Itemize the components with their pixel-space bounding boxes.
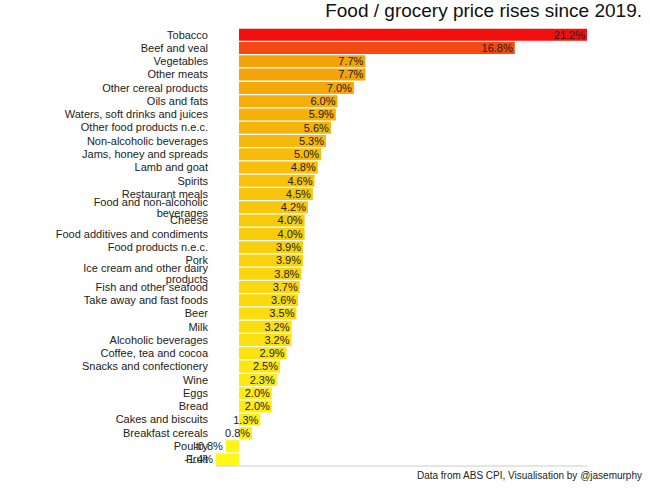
svg-text:2.0%: 2.0% [245,400,270,412]
svg-text:3.8%: 3.8% [274,268,299,280]
svg-text:16.8%: 16.8% [482,42,513,54]
svg-text:5.9%: 5.9% [309,108,334,120]
svg-text:3.9%: 3.9% [276,241,301,253]
svg-text:Spirits: Spirits [177,175,208,187]
svg-text:Jams, honey and spreads: Jams, honey and spreads [82,148,208,160]
svg-text:3.2%: 3.2% [264,321,289,333]
svg-text:3.7%: 3.7% [273,281,298,293]
svg-text:7.0%: 7.0% [327,82,352,94]
svg-text:-1.4%: -1.4% [184,453,213,465]
svg-text:Breakfast cereals: Breakfast cereals [123,427,208,439]
svg-text:Tobacco: Tobacco [167,29,208,41]
svg-text:Other food products n.e.c.: Other food products n.e.c. [81,121,208,133]
svg-text:Beer: Beer [185,307,209,319]
svg-text:5.3%: 5.3% [299,135,324,147]
svg-text:Vegetables: Vegetables [154,55,209,67]
svg-text:4.0%: 4.0% [278,214,303,226]
svg-text:2.3%: 2.3% [250,374,275,386]
svg-text:4.0%: 4.0% [278,228,303,240]
svg-text:Fish and other seafood: Fish and other seafood [95,281,208,293]
svg-text:Cakes and biscuits: Cakes and biscuits [116,413,209,425]
svg-text:1.3%: 1.3% [233,414,258,426]
svg-text:Snacks and confectionery: Snacks and confectionery [82,360,208,372]
svg-text:Lamb and goat: Lamb and goat [135,161,208,173]
svg-text:Milk: Milk [188,321,208,333]
svg-text:Oils and fats: Oils and fats [147,95,209,107]
svg-text:Non-alcoholic beverages: Non-alcoholic beverages [87,135,209,147]
svg-text:2.9%: 2.9% [260,347,285,359]
svg-text:Take away and fast foods: Take away and fast foods [84,294,209,306]
svg-text:Food additives and condiments: Food additives and condiments [56,228,209,240]
svg-text:Alcoholic beverages: Alcoholic beverages [110,334,209,346]
svg-text:21.2%: 21.2% [554,29,585,41]
svg-text:0.8%: 0.8% [225,427,250,439]
svg-text:3.5%: 3.5% [269,307,294,319]
svg-text:3.6%: 3.6% [271,294,296,306]
svg-text:7.7%: 7.7% [338,68,363,80]
svg-text:4.8%: 4.8% [291,161,316,173]
svg-text:-0.8%: -0.8% [194,440,223,452]
svg-text:5.6%: 5.6% [304,122,329,134]
svg-text:2.5%: 2.5% [253,360,278,372]
svg-text:4.2%: 4.2% [281,201,306,213]
svg-text:2.0%: 2.0% [245,387,270,399]
svg-text:6.0%: 6.0% [310,95,335,107]
svg-text:5.0%: 5.0% [294,148,319,160]
svg-text:Bread: Bread [179,400,208,412]
svg-text:Cheese: Cheese [170,214,208,226]
svg-text:Coffee, tea and cocoa: Coffee, tea and cocoa [101,347,209,359]
svg-text:3.9%: 3.9% [276,254,301,266]
svg-text:3.2%: 3.2% [264,334,289,346]
svg-text:Other cereal products: Other cereal products [102,82,208,94]
svg-text:4.5%: 4.5% [286,188,311,200]
svg-text:Eggs: Eggs [183,387,209,399]
svg-text:Beef and veal: Beef and veal [141,42,208,54]
svg-text:4.6%: 4.6% [287,175,312,187]
svg-text:Wine: Wine [183,374,208,386]
svg-text:Food products n.e.c.: Food products n.e.c. [108,241,208,253]
svg-text:Waters, soft drinks and juices: Waters, soft drinks and juices [65,108,209,120]
svg-text:7.7%: 7.7% [338,55,363,67]
svg-text:Other meats: Other meats [147,68,208,80]
